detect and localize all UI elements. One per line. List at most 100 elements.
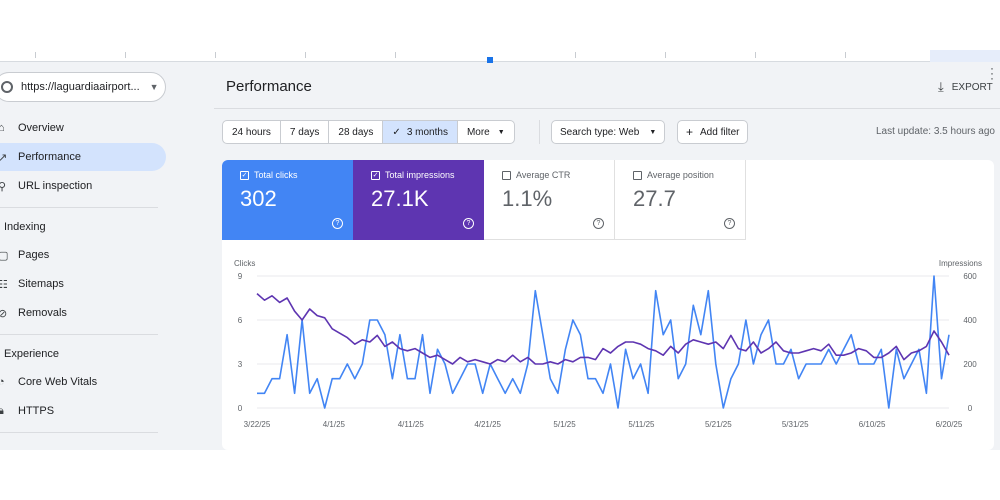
x-tick-label: 4/11/25 (398, 420, 425, 429)
app-window: https://laguardiaairport... ▼ ⌂ Overview… (0, 50, 1000, 450)
x-tick-label: 5/11/25 (628, 420, 655, 429)
y-left-tick-label: 3 (238, 360, 243, 369)
top-ruler (0, 50, 1000, 63)
range-24-hours[interactable]: 24 hours (223, 121, 281, 143)
sitemap-icon: ☷ (0, 278, 8, 291)
metric-label: Average position (647, 170, 714, 180)
y-left-tick-label: 0 (238, 404, 243, 413)
property-selector[interactable]: https://laguardiaairport... ▼ (0, 72, 166, 102)
search-type-label: Search type: Web (560, 126, 640, 138)
caret-down-icon: ▼ (497, 128, 505, 136)
help-icon[interactable]: ? (724, 218, 735, 229)
series-line-clicks (257, 275, 950, 409)
series-line-impressions (256, 292, 950, 365)
sidebar-item-pages[interactable]: ▢ Pages (0, 241, 166, 269)
sidebar-item-performance[interactable]: ↗ Performance (0, 143, 166, 171)
metric-value: 27.7 (633, 186, 676, 211)
help-icon[interactable]: ? (593, 218, 604, 229)
metric-label: Total clicks (254, 170, 298, 180)
ruler-handle[interactable] (487, 57, 493, 63)
sidebar-item-core-web-vitals[interactable]: ◔ Core Web Vitals (0, 368, 166, 396)
export-button[interactable]: ⤓ EXPORT (938, 79, 993, 95)
x-tick-label: 3/22/25 (244, 420, 271, 429)
range-28-days[interactable]: 28 days (329, 121, 384, 143)
lock-icon: 🔒︎ (0, 404, 4, 417)
check-icon: ✓ (392, 126, 401, 138)
help-icon[interactable]: ? (463, 218, 474, 229)
speed-icon: ◔ (0, 376, 5, 388)
home-icon: ⌂ (0, 122, 5, 134)
range-more[interactable]: More ▼ (458, 121, 514, 143)
section-indexing: Indexing (4, 221, 46, 233)
caret-down-icon: ▼ (649, 128, 657, 136)
x-tick-label: 4/21/25 (474, 420, 501, 429)
y-right-tick-label: 600 (963, 272, 977, 281)
y-left-tick-label: 6 (238, 316, 243, 325)
x-tick-label: 6/20/25 (936, 420, 963, 429)
sidebar-item-label: Performance (18, 151, 81, 163)
checkbox-checked-icon: ✓ (240, 170, 249, 180)
sidebar-item-label: HTTPS (18, 405, 55, 417)
sidebar-item-url-inspection[interactable]: ⚲ URL inspection (0, 172, 166, 200)
chevron-down-icon: ▼ (149, 82, 159, 92)
range-3-months[interactable]: ✓ 3 months (383, 121, 458, 143)
checkbox-checked-icon: ✓ (371, 170, 380, 180)
more-vert-icon[interactable]: · · · (990, 61, 994, 85)
help-icon[interactable]: ? (332, 218, 343, 229)
range-label: 3 months (406, 126, 448, 138)
plus-icon: + (686, 125, 694, 139)
metric-value: 302 (240, 186, 277, 211)
add-filter-button[interactable]: + Add filter (677, 120, 749, 144)
sidebar-item-label: Pages (18, 249, 50, 261)
y-right-tick-label: 0 (968, 404, 973, 413)
metric-value: 27.1K (371, 186, 429, 211)
y-left-tick-label: 9 (238, 272, 243, 281)
sidebar-item-label: Removals (18, 307, 67, 319)
x-tick-label: 5/21/25 (705, 420, 732, 429)
metric-average-ctr[interactable]: Average CTR 1.1% ? (484, 160, 615, 240)
metric-label: Average CTR (516, 170, 571, 180)
x-tick-label: 5/1/25 (553, 420, 576, 429)
sidebar-divider (0, 207, 158, 208)
sidebar-item-label: Sitemaps (18, 278, 64, 290)
section-experience: Experience (4, 348, 60, 360)
y-left-axis-title: Clicks (234, 259, 255, 268)
property-url: https://laguardiaairport... (21, 81, 140, 93)
sidebar-divider (0, 334, 158, 335)
metric-average-position[interactable]: Average position 27.7 ? (615, 160, 746, 240)
trending-icon: ↗ (0, 151, 8, 164)
y-right-axis-title: Impressions (939, 259, 982, 268)
performance-card: ✓ Total clicks 302 ? ✓ Total impressions 2… (222, 160, 994, 450)
export-label: EXPORT (951, 81, 993, 93)
removals-icon: ⊘ (0, 307, 8, 320)
x-tick-label: 5/31/25 (782, 420, 809, 429)
sidebar-item-overview[interactable]: ⌂ Overview (0, 114, 166, 142)
performance-chart: Clicks Impressions 0 0 3 200 6 400 9 600 3/22/25 4/… (234, 259, 982, 429)
metric-total-clicks[interactable]: ✓ Total clicks 302 ? (222, 160, 353, 240)
globe-icon (1, 81, 13, 93)
sidebar-divider (0, 432, 158, 433)
range-label: More (466, 126, 490, 138)
sidebar-item-sitemaps[interactable]: ☷ Sitemaps (0, 270, 166, 298)
last-update: Last update: 3.5 hours ago (876, 126, 995, 137)
sidebar-item-label: URL inspection (18, 180, 93, 192)
search-type-filter[interactable]: Search type: Web ▼ (551, 120, 666, 144)
sidebar-item-removals[interactable]: ⊘ Removals (0, 299, 166, 327)
y-right-tick-label: 200 (963, 360, 977, 369)
page-title: Performance (226, 78, 312, 95)
metric-total-impressions[interactable]: ✓ Total impressions 27.1K ? (353, 160, 484, 240)
x-tick-label: 4/1/25 (323, 420, 346, 429)
pages-icon: ▢ (0, 249, 9, 262)
add-filter-label: Add filter (700, 126, 740, 138)
metric-value: 1.1% (502, 186, 553, 211)
date-range-selector: 24 hours 7 days 28 days ✓ 3 months More … (222, 120, 515, 144)
sidebar-item-label: Overview (18, 122, 64, 134)
sidebar-item-label: Core Web Vitals (18, 376, 98, 388)
range-7-days[interactable]: 7 days (281, 121, 330, 143)
y-right-tick-label: 400 (963, 316, 977, 325)
header-divider (214, 108, 1000, 109)
search-icon: ⚲ (0, 180, 7, 193)
checkbox-unchecked-icon (502, 170, 511, 180)
x-tick-label: 6/10/25 (859, 420, 886, 429)
sidebar-item-https[interactable]: 🔒︎ HTTPS (0, 397, 166, 425)
